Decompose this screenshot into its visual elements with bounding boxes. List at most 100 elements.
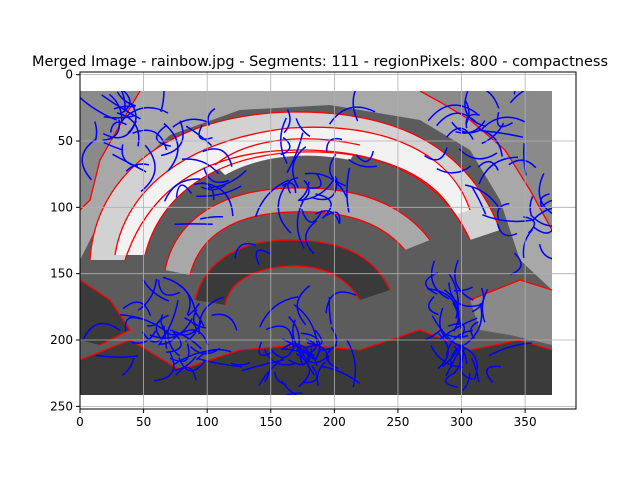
- streamline: [169, 343, 190, 363]
- streamline: [103, 115, 135, 119]
- streamline: [203, 167, 230, 184]
- boundary-line: [419, 91, 552, 231]
- streamline: [175, 366, 197, 381]
- streamline: [122, 301, 152, 316]
- streamline: [288, 347, 313, 366]
- streamline: [149, 318, 193, 339]
- streamline: [453, 286, 474, 292]
- boundary-line: [80, 329, 552, 371]
- streamline: [195, 348, 232, 361]
- streamline: [193, 310, 205, 327]
- streamline: [280, 136, 291, 156]
- streamline: [306, 329, 323, 346]
- streamline: [234, 242, 256, 259]
- streamline: [477, 160, 499, 171]
- streamline: [172, 118, 210, 128]
- boundary-line: [164, 187, 431, 271]
- boundary-line: [80, 91, 141, 211]
- streamline: [259, 295, 299, 328]
- streamline: [316, 361, 327, 387]
- streamline: [285, 392, 303, 395]
- streamline: [119, 91, 131, 115]
- streamline: [181, 158, 220, 175]
- streamline: [187, 302, 201, 317]
- streamline: [207, 169, 247, 189]
- streamline: [197, 357, 243, 368]
- streamline: [255, 249, 272, 265]
- streamline: [424, 147, 448, 161]
- streamline: [481, 289, 489, 323]
- streamline: [531, 207, 552, 222]
- streamline: [539, 193, 550, 209]
- x-tick-label: 200: [323, 415, 346, 429]
- streamline: [196, 185, 242, 198]
- streamline: [157, 299, 179, 346]
- streamline: [428, 296, 439, 316]
- streamline: [116, 112, 140, 147]
- streamline: [464, 184, 500, 209]
- segment-region: [470, 280, 552, 345]
- streamline: [124, 316, 141, 332]
- boundary-line: [224, 265, 361, 306]
- streamline: [120, 91, 126, 111]
- streamline: [430, 260, 450, 300]
- streamline: [121, 357, 135, 377]
- streamline: [163, 325, 168, 349]
- streamline: [485, 91, 500, 109]
- streamline: [346, 167, 351, 213]
- boundary-line: [189, 211, 406, 276]
- streamline: [439, 317, 478, 340]
- streamline: [163, 122, 179, 172]
- streamline: [119, 314, 167, 333]
- streamline: [265, 325, 294, 348]
- streamline: [471, 357, 480, 383]
- streamline: [160, 91, 165, 113]
- streamline: [103, 141, 124, 151]
- streamline: [142, 279, 170, 302]
- streamline: [302, 365, 318, 384]
- boundary-line: [124, 149, 471, 261]
- x-tick-label: 0: [76, 415, 84, 429]
- streamline: [329, 153, 347, 187]
- plot-frame: [79, 71, 577, 410]
- y-tick-label: 250: [50, 399, 73, 413]
- streamline: [202, 148, 233, 167]
- streamline: [166, 331, 182, 353]
- streamline: [169, 329, 203, 350]
- streamline: [308, 174, 322, 189]
- streamline: [328, 106, 376, 125]
- streamline: [109, 121, 127, 133]
- streamline: [254, 179, 290, 217]
- streamline: [297, 175, 337, 202]
- streamline: [431, 315, 455, 344]
- streamline: [300, 209, 323, 223]
- streamline: [425, 272, 439, 295]
- streamline: [325, 291, 357, 314]
- segment-region: [420, 91, 552, 230]
- x-tick-label: 300: [450, 415, 473, 429]
- streamline: [147, 314, 164, 327]
- streamline: [459, 366, 473, 380]
- y-axis: 0 50 100 150 200 250: [50, 68, 80, 413]
- streamline: [455, 120, 486, 134]
- streamline: [157, 279, 181, 296]
- streamline: [277, 183, 292, 234]
- streamline: [281, 380, 298, 395]
- boundary-line: [194, 239, 391, 301]
- streamline: [200, 184, 227, 191]
- streamline: [445, 329, 474, 358]
- streamline: [538, 173, 552, 215]
- streamline: [296, 200, 305, 249]
- streamline: [163, 178, 201, 202]
- streamline: [453, 345, 462, 374]
- segment-boundaries: [80, 91, 552, 371]
- streamline: [131, 330, 157, 344]
- streamline: [167, 329, 181, 357]
- streamline: [458, 148, 498, 160]
- streamline: [321, 365, 361, 384]
- streamline: [101, 94, 141, 120]
- streamline: [448, 273, 459, 319]
- streamline: [137, 278, 158, 311]
- streamline: [430, 344, 464, 368]
- streamline: [482, 214, 532, 223]
